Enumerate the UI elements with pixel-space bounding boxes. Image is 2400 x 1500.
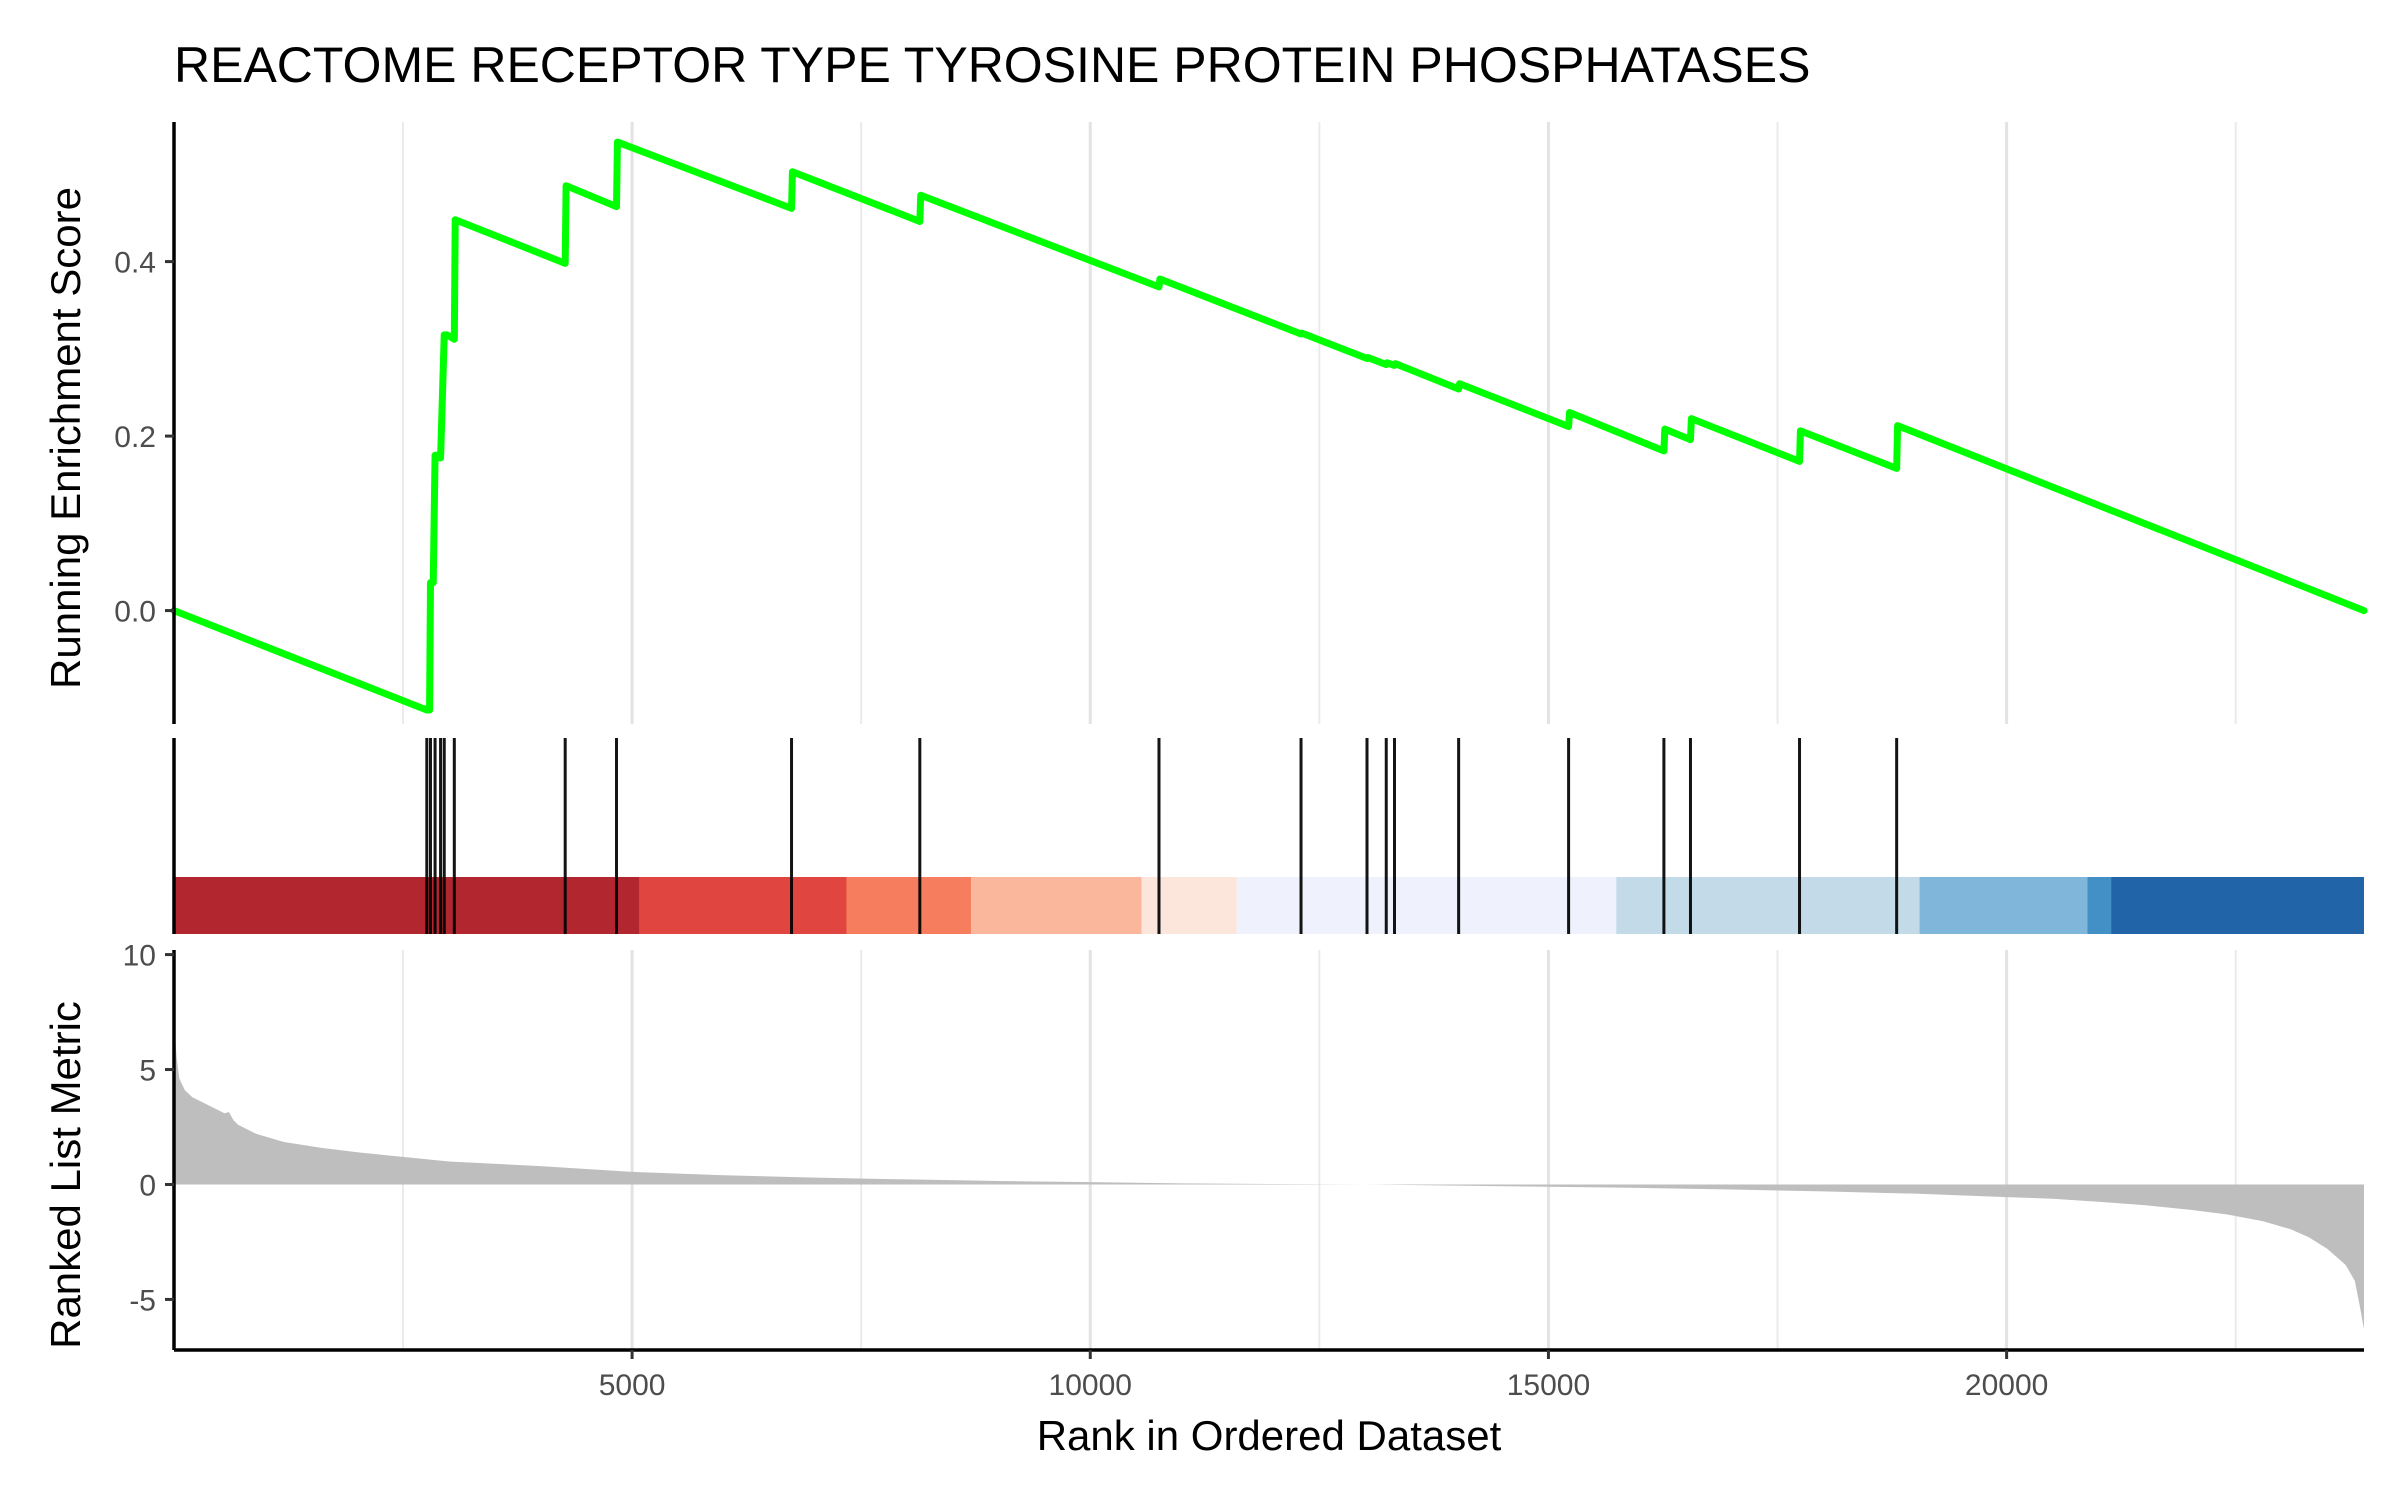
rank-band <box>1616 877 1920 934</box>
axis-labels: Running Enrichment Score Ranked List Met… <box>42 187 1502 1459</box>
rank-band <box>1236 877 1617 934</box>
y-tick-label-ranked-metric: 5 <box>139 1055 156 1088</box>
rank-band <box>846 877 972 934</box>
x-tick-label: 10000 <box>1049 1369 1132 1402</box>
y-tick-label-ranked-metric: 10 <box>123 940 156 973</box>
gene-hit-ticks <box>425 738 1899 934</box>
rank-band <box>639 877 847 934</box>
y-tick-label-running-score: 0.0 <box>114 596 156 629</box>
rank-band <box>2087 877 2112 934</box>
ranked-metric-fill <box>174 1021 2364 1330</box>
rank-band <box>1141 877 1237 934</box>
rank-band <box>971 877 1142 934</box>
x-tick-label: 20000 <box>1965 1369 2048 1402</box>
rank-color-bands <box>174 877 2364 934</box>
grid-ranked-metric <box>401 950 2237 1350</box>
y-tick-label-running-score: 0.2 <box>114 421 156 454</box>
running-score-series <box>170 138 2368 714</box>
grid-running-score <box>401 122 2237 724</box>
y-axis-label-running-score: Running Enrichment Score <box>42 187 89 689</box>
rank-band <box>1919 877 2088 934</box>
running-score-line <box>170 138 2368 714</box>
axes: 0.0 0.2 0.4 -5 0 5 10 5000 10000 15000 20000 <box>114 122 2364 1402</box>
rank-band <box>174 877 640 934</box>
y-tick-label-running-score: 0.4 <box>114 247 156 280</box>
y-axis-label-ranked-metric: Ranked List Metric <box>42 1001 89 1349</box>
ranked-metric-area <box>174 1021 2364 1330</box>
y-tick-label-ranked-metric: -5 <box>129 1284 156 1317</box>
x-axis-label: Rank in Ordered Dataset <box>1037 1412 1502 1459</box>
chart-title: REACTOME RECEPTOR TYPE TYROSINE PROTEIN … <box>174 37 1811 93</box>
rank-band <box>2111 877 2364 934</box>
x-tick-label: 5000 <box>599 1369 666 1402</box>
x-tick-label: 15000 <box>1507 1369 1590 1402</box>
y-tick-label-ranked-metric: 0 <box>139 1169 156 1202</box>
